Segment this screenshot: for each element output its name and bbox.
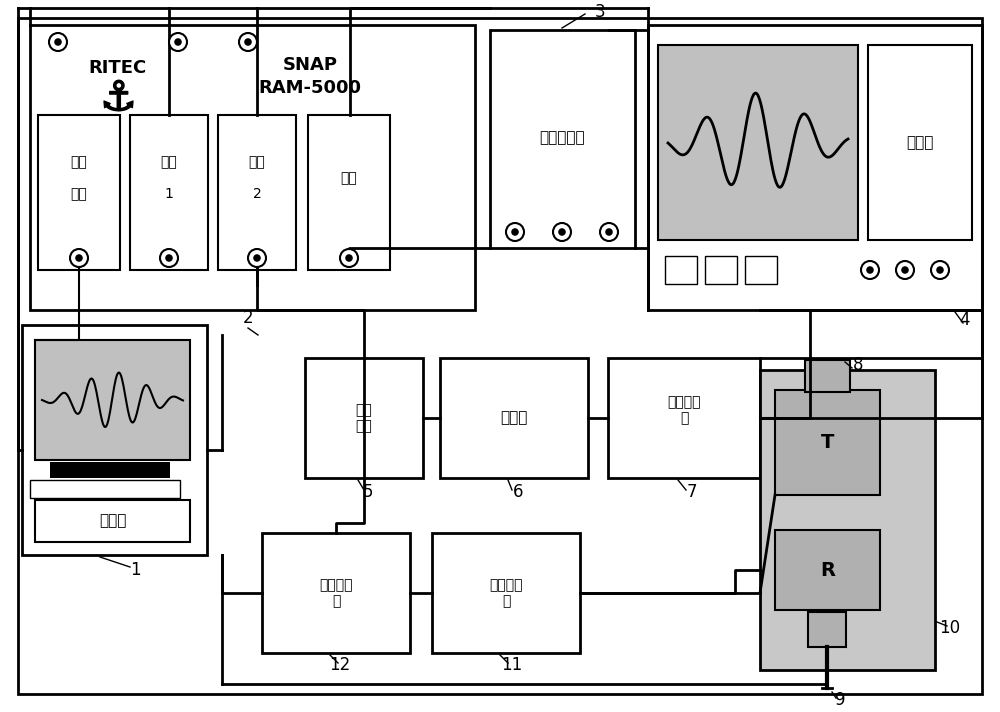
Text: 6: 6 <box>513 483 523 501</box>
Text: 高通滤波
器: 高通滤波 器 <box>489 578 523 608</box>
Text: 10: 10 <box>939 619 961 637</box>
Circle shape <box>248 249 266 267</box>
Bar <box>432 533 580 653</box>
Text: 衰减器: 衰减器 <box>500 411 528 426</box>
Circle shape <box>75 254 83 262</box>
Text: R: R <box>820 560 836 580</box>
Bar <box>868 45 972 240</box>
Bar <box>808 612 846 647</box>
Text: 低通滤波
器: 低通滤波 器 <box>667 395 701 425</box>
Circle shape <box>600 223 618 241</box>
Bar <box>775 390 880 495</box>
Circle shape <box>936 266 944 274</box>
Bar <box>308 115 390 270</box>
Text: 2: 2 <box>243 309 253 327</box>
Circle shape <box>861 261 879 279</box>
Bar <box>38 115 120 270</box>
Circle shape <box>901 266 909 274</box>
Circle shape <box>239 33 257 51</box>
Circle shape <box>54 38 62 46</box>
Bar <box>648 25 982 310</box>
Bar <box>50 462 170 478</box>
Text: 3: 3 <box>595 3 605 21</box>
Circle shape <box>70 249 88 267</box>
Circle shape <box>866 266 874 274</box>
Circle shape <box>345 254 353 262</box>
Text: 11: 11 <box>501 656 523 674</box>
Text: 计算机: 计算机 <box>99 513 127 528</box>
Bar <box>262 533 410 653</box>
Text: 通道

2: 通道 2 <box>249 155 265 201</box>
Circle shape <box>511 229 519 236</box>
Text: 12: 12 <box>329 656 351 674</box>
Circle shape <box>165 254 173 262</box>
Circle shape <box>244 38 252 46</box>
Circle shape <box>340 249 358 267</box>
Bar <box>705 256 737 284</box>
Text: 前置放大
器: 前置放大 器 <box>319 578 353 608</box>
Bar <box>745 256 777 284</box>
Bar <box>30 480 180 498</box>
Circle shape <box>160 249 178 267</box>
Bar <box>35 340 190 460</box>
Circle shape <box>558 229 566 236</box>
Bar <box>805 360 850 392</box>
Circle shape <box>49 33 67 51</box>
Bar <box>130 115 208 270</box>
Text: 通道

1: 通道 1 <box>161 155 177 201</box>
Text: 信号选择器: 信号选择器 <box>539 130 585 145</box>
Text: 阻抗
匹配: 阻抗 匹配 <box>356 403 372 433</box>
Circle shape <box>506 223 524 241</box>
Bar <box>658 45 858 240</box>
Circle shape <box>169 33 187 51</box>
Text: 1: 1 <box>130 561 140 579</box>
Text: 信号

监控: 信号 监控 <box>71 155 87 201</box>
Bar <box>665 256 697 284</box>
Text: RAM-5000: RAM-5000 <box>258 79 362 97</box>
Text: T: T <box>821 434 835 453</box>
Text: RITEC: RITEC <box>89 59 147 77</box>
Text: 9: 9 <box>835 691 845 709</box>
Bar <box>22 325 207 555</box>
Text: 7: 7 <box>687 483 697 501</box>
Text: SNAP: SNAP <box>283 56 338 74</box>
Text: 输出: 输出 <box>341 171 357 185</box>
Bar <box>440 358 588 478</box>
Circle shape <box>174 38 182 46</box>
Bar <box>30 25 475 310</box>
Circle shape <box>931 261 949 279</box>
Text: 8: 8 <box>853 356 863 374</box>
Bar <box>218 115 296 270</box>
Text: 示波器: 示波器 <box>906 135 934 150</box>
Circle shape <box>605 229 613 236</box>
Text: 5: 5 <box>363 483 373 501</box>
Bar <box>490 30 635 248</box>
Circle shape <box>896 261 914 279</box>
Bar <box>775 530 880 610</box>
Circle shape <box>253 254 261 262</box>
Bar <box>608 358 760 478</box>
Bar <box>305 358 423 478</box>
Bar <box>760 370 935 670</box>
Circle shape <box>553 223 571 241</box>
Bar <box>35 500 190 542</box>
Text: 4: 4 <box>960 311 970 329</box>
